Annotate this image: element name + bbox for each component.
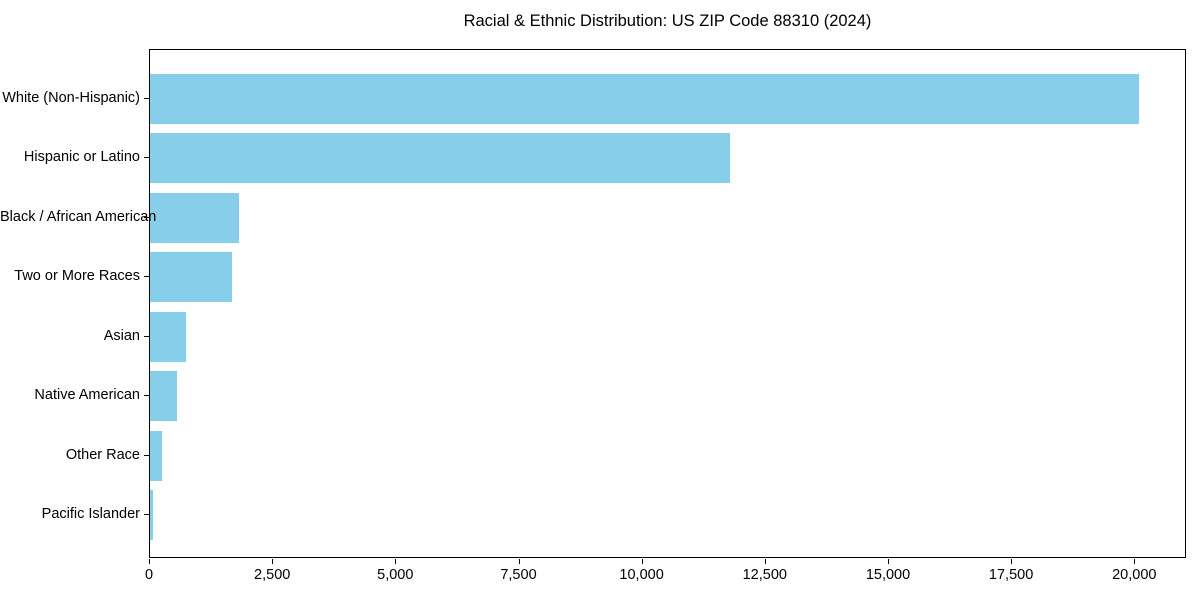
bar-two-or-more-races (150, 252, 232, 303)
y-tick-mark (144, 395, 149, 397)
x-tick-mark (641, 559, 643, 564)
bar-white-non-hispanic (150, 74, 1139, 124)
x-tick-mark (149, 559, 150, 564)
y-axis-label: Native American (34, 387, 140, 404)
y-axis-label: Other Race (65, 446, 140, 463)
x-axis-tick-label: 17,500 (988, 567, 1034, 583)
x-tick-mark (764, 559, 766, 564)
y-axis-label: Black / African American (0, 208, 157, 225)
y-axis-label: Hispanic or Latino (23, 149, 140, 166)
x-axis-tick-label: 20,000 (1112, 567, 1157, 583)
x-tick-mark (1134, 559, 1136, 564)
x-tick-mark (888, 559, 889, 564)
y-axis-label: Pacific Islander (41, 506, 140, 523)
plot-area (149, 49, 1186, 558)
x-axis-tick-label: 2,500 (254, 567, 291, 583)
y-tick-mark (144, 335, 149, 337)
x-axis-tick-label: 5,000 (377, 567, 414, 583)
x-axis-tick-label: 7,500 (500, 567, 537, 583)
y-tick-mark (144, 157, 149, 159)
x-axis-tick-label: 0 (144, 567, 154, 583)
bar-asian (150, 311, 186, 362)
y-tick-mark (144, 454, 149, 456)
x-axis-tick-label: 10,000 (619, 567, 664, 583)
bar-black-african-american (150, 192, 239, 243)
bar-native-american (150, 371, 177, 422)
y-tick-mark (144, 276, 149, 278)
y-tick-mark (144, 514, 149, 516)
y-axis-label: Two or More Races (14, 268, 140, 285)
bar-pacific-islander (150, 490, 153, 541)
x-tick-mark (395, 559, 397, 564)
x-tick-mark (1011, 559, 1013, 564)
chart-title: Racial & Ethnic Distribution: US ZIP Cod… (463, 12, 872, 30)
y-tick-mark (144, 216, 149, 218)
y-tick-mark (144, 98, 149, 99)
x-axis-tick-label: 15,000 (865, 567, 911, 583)
x-tick-mark (518, 559, 520, 564)
x-tick-mark (272, 559, 274, 564)
x-axis-tick-label: 12,500 (742, 567, 787, 583)
bar-other-race (150, 430, 162, 481)
y-axis-label: White (Non-Hispanic) (2, 90, 140, 106)
bar-hispanic-or-latino (150, 133, 730, 184)
y-axis-label: Asian (103, 327, 140, 344)
